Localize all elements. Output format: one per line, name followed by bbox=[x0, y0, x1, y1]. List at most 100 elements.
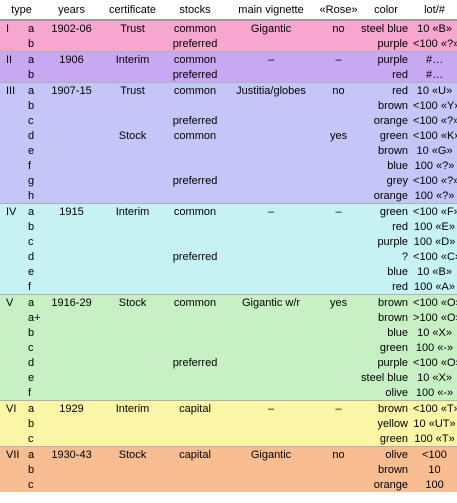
lot-cell: 10 «B» bbox=[412, 19, 457, 36]
color-cell: purple bbox=[377, 356, 409, 369]
subtype-cell: d bbox=[28, 129, 35, 142]
color-cell: olive bbox=[385, 386, 409, 399]
color-cell: red bbox=[392, 68, 409, 81]
type-cell: II bbox=[0, 51, 22, 67]
certificates-table: type years certificate stocks main vigne… bbox=[0, 0, 457, 492]
subtype-cell: a bbox=[22, 203, 44, 219]
certificate-cell bbox=[100, 249, 165, 264]
vignette-cell bbox=[225, 477, 317, 492]
subtype-cell: b bbox=[28, 37, 35, 50]
color-cell: brown bbox=[360, 294, 413, 310]
table-row: e steel blue 10 «X» bbox=[0, 370, 457, 385]
table-row: c green 100 «T» bbox=[0, 431, 457, 447]
stocks-cell bbox=[165, 234, 225, 249]
type-cell bbox=[0, 370, 22, 385]
table-row: c green 100 «-» bbox=[0, 340, 457, 355]
lot-cell: <100 «O» bbox=[412, 294, 457, 310]
color-cell: blue bbox=[387, 159, 409, 172]
certificate-cell: Trust bbox=[100, 82, 166, 98]
table-row: c preferred orange <100 «?» bbox=[0, 113, 457, 128]
rose-cell bbox=[317, 158, 360, 173]
color-cell: steel blue bbox=[360, 19, 413, 36]
type-cell bbox=[0, 67, 22, 83]
lot-cell: #… bbox=[412, 51, 457, 67]
rose-cell: – bbox=[317, 203, 361, 219]
vignette-cell bbox=[225, 158, 317, 173]
lot-cell: 10 «X» bbox=[417, 371, 452, 384]
subtype-cell: c bbox=[28, 432, 34, 445]
rose-cell bbox=[317, 113, 360, 128]
rose-cell: no bbox=[317, 82, 361, 98]
stocks-cell bbox=[165, 264, 225, 279]
type-cell bbox=[0, 431, 22, 447]
vignette-cell: Gigantic w/r bbox=[225, 294, 318, 310]
vignette-cell bbox=[225, 188, 317, 204]
vignette-cell: Justitia/globes bbox=[225, 82, 318, 98]
certificate-cell bbox=[100, 188, 165, 204]
table-row: III a 1907-15 Trust common Justitia/globes no r… bbox=[0, 82, 457, 98]
subtype-cell: b bbox=[28, 220, 35, 233]
subtype-cell: a bbox=[22, 19, 44, 36]
stocks-cell bbox=[165, 385, 225, 401]
certificate-cell bbox=[100, 67, 165, 83]
type-cell bbox=[0, 340, 22, 355]
rose-cell bbox=[317, 188, 360, 204]
type-cell bbox=[0, 188, 22, 204]
lot-cell: 10 bbox=[428, 463, 441, 476]
subtype-cell: e bbox=[28, 265, 35, 278]
rose-cell bbox=[317, 462, 360, 477]
vignette-cell bbox=[225, 249, 317, 264]
type-cell: III bbox=[0, 82, 22, 98]
certificate-cell bbox=[100, 462, 165, 477]
color-cell: orange bbox=[373, 114, 409, 127]
years-cell bbox=[43, 310, 100, 325]
color-cell: blue bbox=[387, 326, 409, 339]
lot-cell: 100 «?» bbox=[414, 189, 455, 202]
years-cell bbox=[43, 234, 100, 249]
subtype-cell: f bbox=[28, 386, 32, 399]
rose-cell: – bbox=[317, 400, 361, 416]
rose-cell bbox=[317, 67, 360, 83]
vignette-cell bbox=[225, 416, 317, 431]
stocks-cell bbox=[165, 143, 225, 158]
stocks-cell: common bbox=[165, 51, 226, 67]
vignette-cell bbox=[225, 143, 317, 158]
rose-cell: no bbox=[317, 19, 361, 36]
vignette-cell bbox=[225, 67, 317, 83]
vignette-cell bbox=[225, 355, 317, 370]
stocks-cell bbox=[165, 219, 225, 234]
type-cell bbox=[0, 173, 22, 188]
years-cell bbox=[43, 158, 100, 173]
subtype-cell: c bbox=[28, 114, 34, 127]
vignette-cell bbox=[225, 310, 317, 325]
stocks-cell: capital bbox=[165, 446, 226, 462]
table-row: a+ brown >100 «O» bbox=[0, 310, 457, 325]
table-row: c orange 100 bbox=[0, 477, 457, 492]
type-cell bbox=[0, 158, 22, 173]
vignette-cell bbox=[225, 279, 317, 295]
certificate-cell bbox=[100, 431, 165, 447]
stocks-cell bbox=[165, 310, 225, 325]
subtype-cell: h bbox=[28, 189, 35, 202]
certificate-cell bbox=[100, 36, 165, 52]
subtype-cell: a bbox=[22, 294, 44, 310]
lot-cell: 100 «D» bbox=[413, 235, 456, 248]
subtype-cell: c bbox=[28, 235, 34, 248]
years-cell: 1929 bbox=[43, 400, 101, 416]
lot-cell: 10 «UT» bbox=[413, 417, 456, 430]
rose-cell: yes bbox=[317, 294, 361, 310]
lot-cell: 100 «A» bbox=[414, 280, 455, 293]
years-cell bbox=[43, 325, 100, 340]
years-cell bbox=[43, 462, 100, 477]
header-type: type bbox=[0, 0, 44, 21]
subtype-cell: a bbox=[22, 446, 44, 462]
certificate-cell bbox=[100, 279, 165, 295]
lot-cell: <100 «C» ? bbox=[413, 250, 457, 263]
certificate-cell: Stock bbox=[100, 446, 166, 462]
color-cell: green bbox=[379, 432, 409, 445]
table-row: IV a 1915 Interim common – – green <100 «F» bbox=[0, 203, 457, 219]
type-cell bbox=[0, 143, 22, 158]
lot-cell: <100 «?» bbox=[413, 37, 457, 50]
rose-cell: – bbox=[317, 51, 361, 67]
vignette-cell: Gigantic bbox=[225, 19, 318, 36]
